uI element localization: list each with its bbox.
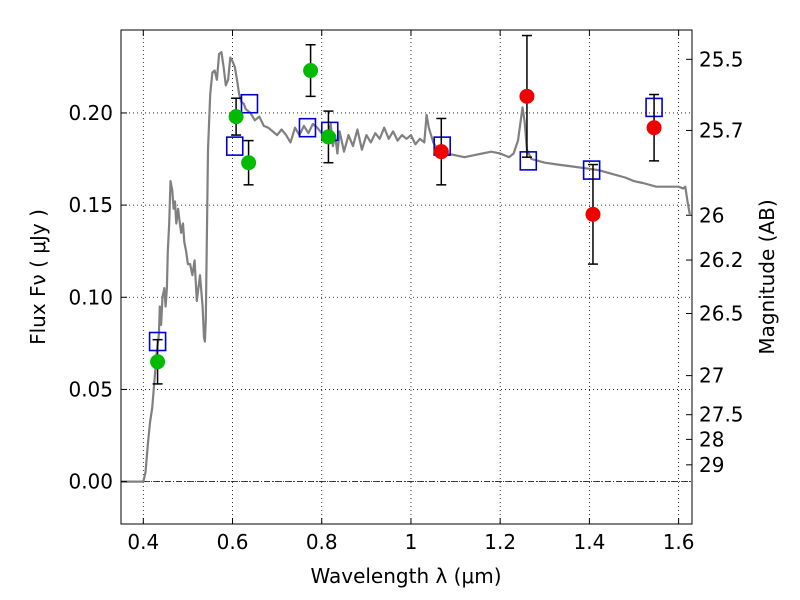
model-square-point	[225, 136, 244, 156]
observed-point	[433, 144, 449, 160]
x-tick-label: 0.8	[306, 530, 338, 554]
right-tick-label: 26.5	[699, 301, 744, 325]
x-tick-label: 0.4	[127, 530, 159, 554]
y-tick-label: 0.15	[68, 193, 113, 217]
x-tick-label: 0.6	[217, 530, 249, 554]
x-tick-label: 1.6	[663, 530, 695, 554]
observed-point	[150, 354, 166, 370]
observed-point	[646, 120, 662, 136]
grid	[121, 30, 692, 524]
model-square-point	[519, 151, 538, 171]
right-tick-label: 25.7	[699, 118, 744, 142]
ticks: 0.4 0.6 0.8 1 1.2 1.4 1.6 0.00 0.05 0.10 0.15 0.20 2…	[68, 30, 744, 554]
y-tick-label: 0.10	[68, 285, 113, 309]
right-tick-label: 25.5	[699, 47, 744, 71]
right-tick-label: 29	[699, 453, 724, 477]
y-tick-label: 0.05	[68, 377, 113, 401]
plot-frame	[120, 29, 693, 525]
model-square-point	[298, 117, 317, 138]
series-layer	[121, 34, 691, 483]
x-tick-label: 1.2	[484, 530, 516, 554]
observed-point	[303, 63, 319, 79]
x-axis-label: Wavelength λ (μm)	[310, 564, 501, 588]
x-tick-label: 1	[405, 530, 418, 554]
y-axis-label: Flux Fν ( μJy )	[26, 209, 50, 345]
observed-point	[241, 155, 257, 171]
right-tick-label: 26	[699, 203, 724, 227]
y-tick-label: 0.00	[68, 470, 113, 494]
right-tick-label: 28	[699, 427, 724, 451]
observed-point	[228, 109, 244, 125]
y-axis-label-right: Magnitude (AB)	[755, 199, 779, 354]
model-square-point	[582, 160, 601, 180]
y-tick-label: 0.20	[68, 101, 113, 125]
observed-point	[585, 206, 601, 222]
x-tick-label: 1.4	[573, 530, 605, 554]
observed-point	[519, 88, 535, 104]
right-tick-label: 26.2	[699, 248, 744, 272]
sed-model-line	[121, 51, 691, 483]
right-tick-label: 27	[699, 364, 724, 388]
model-square-point	[240, 93, 259, 114]
right-tick-label: 27.5	[699, 403, 744, 427]
observed-point	[320, 129, 336, 145]
